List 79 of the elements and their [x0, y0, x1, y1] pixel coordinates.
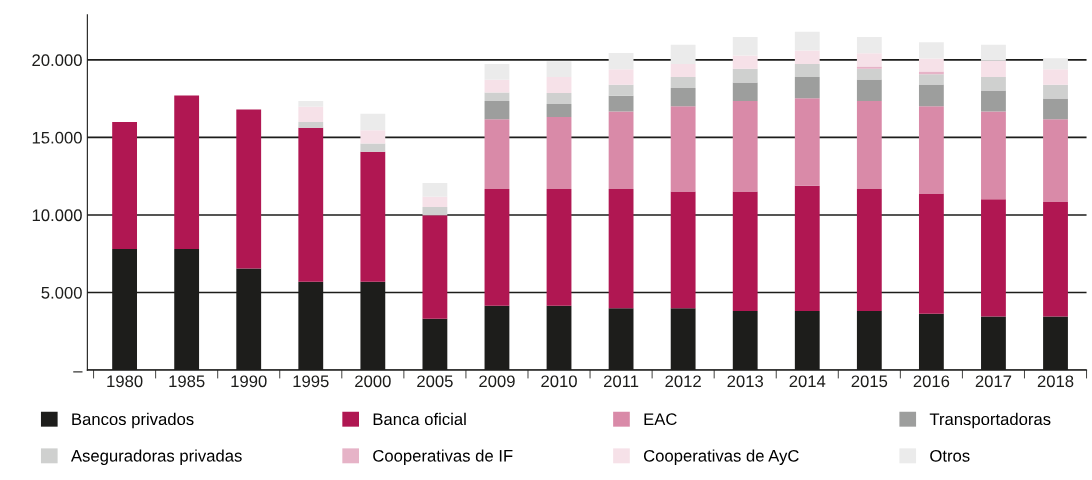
bar — [794, 76, 820, 99]
bar — [546, 188, 572, 306]
y-tick-label: 20.000 — [32, 54, 82, 67]
bar — [918, 84, 944, 107]
bar — [981, 199, 1006, 317]
bar — [236, 109, 262, 269]
bar — [732, 82, 758, 101]
x-tick-label: 2018 — [1037, 375, 1074, 388]
x-tick-label: 2016 — [913, 375, 950, 388]
bar — [1043, 119, 1068, 202]
y-tick-label: – — [73, 371, 83, 373]
bar — [794, 98, 820, 186]
y-tick-label: 10.000 — [32, 209, 82, 222]
legend-label: Transportadoras — [929, 412, 1051, 429]
bar — [856, 79, 882, 101]
bar — [422, 215, 448, 319]
bar — [422, 206, 448, 216]
x-tick-label: 1985 — [169, 375, 205, 388]
bar — [608, 111, 634, 189]
bar — [484, 92, 510, 101]
bar — [484, 188, 510, 306]
y-tick-label: 15.000 — [32, 131, 82, 144]
legend-label: Otros — [930, 449, 970, 462]
bar — [856, 68, 882, 80]
x-tick-label: 2015 — [851, 375, 888, 388]
bar — [546, 103, 572, 117]
y-tick-label: 5.000 — [41, 286, 82, 299]
bar — [1043, 84, 1068, 99]
x-tick-label: 2011 — [604, 375, 639, 388]
x-tick-label: 2013 — [727, 375, 764, 388]
bar — [360, 151, 386, 282]
bar — [1043, 98, 1068, 120]
bar — [918, 106, 944, 194]
bar — [484, 119, 510, 189]
legend-label: Cooperativas de AyC — [643, 449, 799, 465]
bar — [1043, 201, 1068, 317]
bar — [794, 63, 820, 77]
bar — [794, 185, 820, 311]
bar — [732, 68, 758, 83]
legend-label: Aseguradoras privadas — [70, 449, 242, 465]
x-tick-label: 1990 — [231, 375, 267, 388]
x-tick-label: 1995 — [293, 375, 329, 388]
bar — [174, 95, 200, 250]
bar — [670, 106, 696, 192]
bar — [670, 87, 696, 107]
bar — [918, 74, 944, 85]
x-tick-label: 2000 — [355, 375, 391, 388]
bar — [981, 90, 1006, 112]
bar — [918, 71, 944, 75]
legend-label: Banca oficial — [373, 412, 466, 426]
bar — [546, 116, 572, 189]
x-tick-label: 2009 — [479, 375, 515, 388]
x-tick-label: 1980 — [107, 375, 143, 388]
x-tick-label: 2014 — [789, 375, 826, 388]
bar — [298, 127, 324, 282]
bar — [918, 193, 944, 314]
bar — [112, 121, 138, 250]
bar — [546, 92, 572, 104]
x-tick-label: 2017 — [975, 375, 1012, 388]
bar — [484, 100, 510, 120]
bar — [732, 191, 758, 311]
bar — [670, 76, 696, 88]
bar — [981, 111, 1006, 200]
legend-label: Cooperativas de IF — [373, 449, 513, 465]
bar — [670, 191, 696, 309]
bar — [856, 100, 882, 189]
legend-label: EAC — [644, 413, 677, 426]
x-tick-label: 2012 — [665, 375, 701, 388]
bar — [981, 76, 1006, 91]
x-tick-label: 2005 — [417, 375, 453, 388]
bar — [732, 100, 758, 192]
bar — [608, 188, 634, 309]
bar — [856, 188, 882, 311]
legend-label: Bancos privados — [72, 412, 194, 429]
bar — [298, 121, 324, 128]
x-tick-label: 2010 — [541, 375, 577, 388]
bar — [608, 84, 634, 96]
bar — [608, 95, 634, 112]
bar — [360, 143, 386, 152]
